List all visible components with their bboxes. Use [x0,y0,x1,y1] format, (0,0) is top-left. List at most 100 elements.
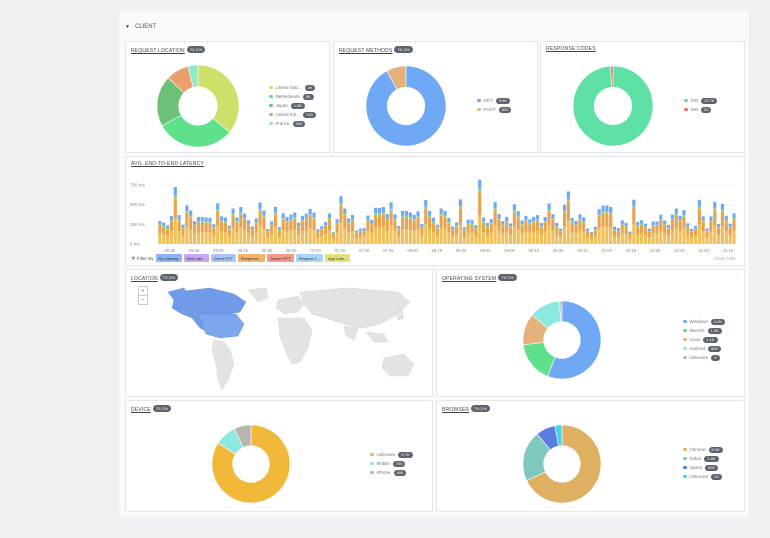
latency-bar-segment[interactable] [481,222,486,233]
latency-bar-segment[interactable] [424,200,428,207]
latency-bar-segment[interactable] [501,225,505,234]
latency-bar-segment[interactable] [601,211,605,214]
latency-bar-segment[interactable] [462,227,466,230]
latency-bar-segment[interactable] [439,213,443,216]
latency-bar-segment[interactable] [566,191,570,200]
latency-bar-segment[interactable] [277,227,281,230]
latency-bar-segment[interactable] [605,213,609,227]
latency-bar-segment[interactable] [374,207,378,214]
latency-bar-segment[interactable] [331,232,335,235]
latency-bar-segment[interactable] [208,232,212,244]
latency-bar-segment[interactable] [559,228,563,231]
latency-bar-segment[interactable] [177,231,181,244]
latency-bar-segment[interactable] [551,214,555,219]
latency-bar-segment[interactable] [162,225,166,227]
latency-bar-segment[interactable] [593,226,597,230]
latency-bar-segment[interactable] [481,232,486,244]
latency-bar-segment[interactable] [408,217,412,219]
latency-bar-segment[interactable] [485,227,489,235]
latency-bar-segment[interactable] [462,236,466,244]
latency-bar-segment[interactable] [177,220,181,232]
latency-bar-segment[interactable] [605,226,609,244]
latency-bar-segment[interactable] [481,217,486,222]
latency-bar-segment[interactable] [624,234,628,244]
latency-bar-segment[interactable] [300,221,305,232]
latency-bar-segment[interactable] [254,222,258,224]
legend-item[interactable]: Netherlands 3K [269,92,316,101]
latency-bar-segment[interactable] [266,229,270,232]
latency-bar-segment[interactable] [570,217,574,222]
latency-bar-segment[interactable] [578,214,582,219]
latency-bar-segment[interactable] [643,227,647,235]
latency-bar-segment[interactable] [632,224,636,244]
latency-bar-segment[interactable] [327,213,331,219]
latency-bar-segment[interactable] [158,224,162,226]
latency-bar-segment[interactable] [354,230,358,233]
latency-bar-segment[interactable] [678,215,682,221]
latency-bar-segment[interactable] [266,231,270,233]
latency-bar-segment[interactable] [270,225,274,234]
latency-bar-segment[interactable] [362,228,366,231]
latency-bar-segment[interactable] [166,235,170,244]
latency-bar-segment[interactable] [304,218,308,220]
latency-bar-segment[interactable] [289,230,293,244]
latency-bar-segment[interactable] [196,220,200,223]
latency-bar-segment[interactable] [559,231,563,238]
latency-bar-segment[interactable] [636,226,640,235]
latency-bar-segment[interactable] [316,237,320,244]
latency-bar-segment[interactable] [462,229,466,231]
latency-bar-segment[interactable] [189,215,193,218]
latency-bar-segment[interactable] [728,226,732,228]
latency-bar-segment[interactable] [243,230,247,244]
latency-bar-segment[interactable] [520,224,524,226]
latency-bar-segment[interactable] [258,208,262,211]
latency-bar-segment[interactable] [354,233,358,238]
latency-bar-segment[interactable] [717,235,721,244]
latency-bar-segment[interactable] [632,208,636,225]
latency-bar-segment[interactable] [366,219,370,222]
legend-item[interactable]: Opera 600 [683,463,723,472]
latency-bar-segment[interactable] [219,216,224,221]
card-title[interactable]: RESPONSE CODES [546,46,596,52]
latency-bar-segment[interactable] [528,219,532,223]
latency-bar-segment[interactable] [270,221,274,225]
latency-bar-segment[interactable] [200,216,204,221]
latency-bar-segment[interactable] [562,204,567,211]
latency-bar-segment[interactable] [408,218,412,230]
latency-bar-segment[interactable] [562,210,567,213]
latency-bar-segment[interactable] [455,234,459,244]
latency-bar-segment[interactable] [262,215,266,218]
latency-bar-segment[interactable] [335,232,339,244]
latency-bar-segment[interactable] [246,220,251,224]
latency-bar-segment[interactable] [616,230,620,232]
latency-bar-segment[interactable] [293,229,297,244]
latency-bar-segment[interactable] [520,233,524,244]
latency-bar-segment[interactable] [223,217,227,222]
latency-bar-segment[interactable] [216,209,220,212]
latency-bar-segment[interactable] [374,213,378,215]
latency-bar-segment[interactable] [435,227,439,229]
latency-bar-segment[interactable] [466,232,470,244]
latency-bar-segment[interactable] [189,217,193,229]
latency-bar-segment[interactable] [647,237,651,244]
latency-bar-segment[interactable] [385,213,389,219]
latency-bar-segment[interactable] [481,221,486,223]
latency-bar-segment[interactable] [227,225,231,229]
latency-bar-segment[interactable] [697,208,701,225]
latency-bar-segment[interactable] [659,214,663,220]
latency-bar-segment[interactable] [670,220,674,231]
latency-bar-segment[interactable] [181,227,185,229]
latency-bar-segment[interactable] [289,218,293,221]
latency-bar-segment[interactable] [601,213,605,227]
latency-bar-segment[interactable] [505,221,509,223]
latency-bar-segment[interactable] [297,225,301,227]
latency-bar-segment[interactable] [724,215,728,221]
latency-bar-segment[interactable] [455,226,459,235]
latency-bar-segment[interactable] [416,229,420,244]
latency-bar-segment[interactable] [724,221,728,232]
latency-bar-segment[interactable] [555,234,559,244]
latency-bar-segment[interactable] [559,230,563,232]
latency-bar-segment[interactable] [370,219,374,224]
latency-bar-segment[interactable] [532,231,536,244]
latency-bar-segment[interactable] [343,208,347,214]
